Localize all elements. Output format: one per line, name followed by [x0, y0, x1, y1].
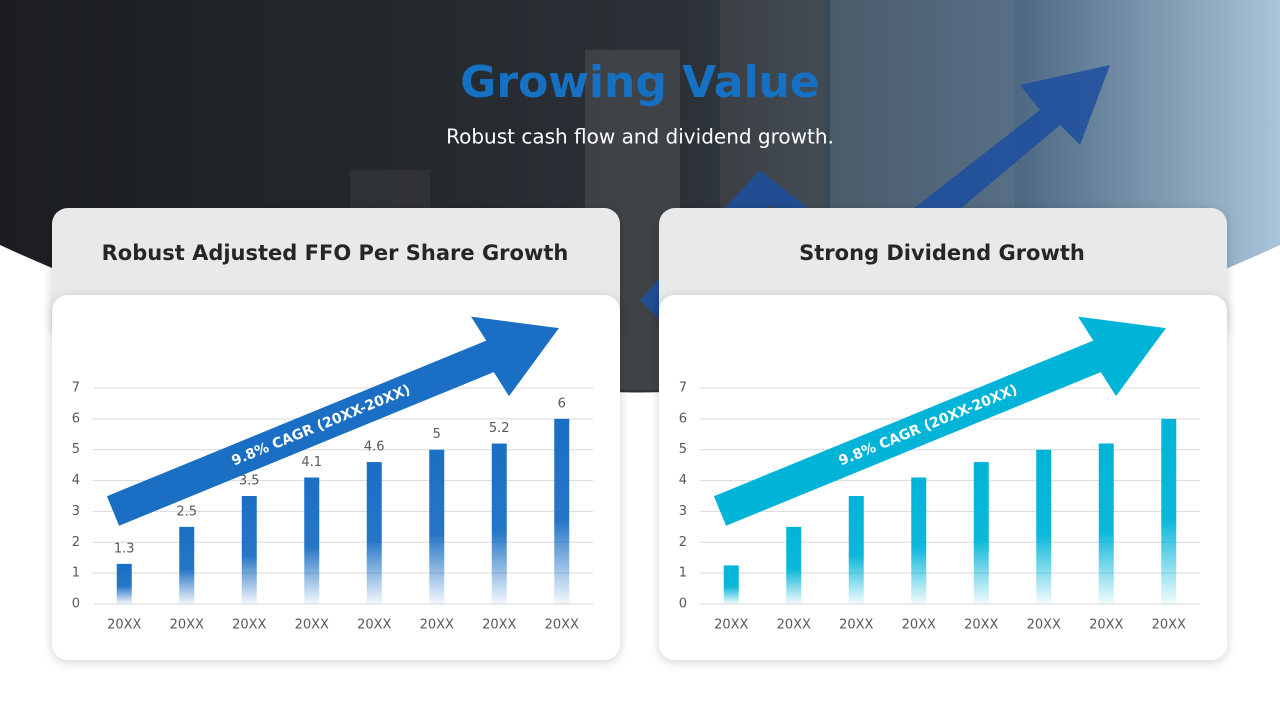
value-label: 6: [558, 396, 566, 411]
x-tick-label: 20XX: [714, 618, 748, 633]
y-tick-label: 0: [72, 597, 80, 612]
chart-panel: Strong Dividend Growth 0 1 2 3 4 5 6 7 20XX 20XX 20…: [659, 208, 1227, 660]
bar: [1161, 418, 1177, 604]
arrow-shape: [713, 316, 1166, 526]
x-tick-label: 20XX: [482, 618, 516, 633]
value-label: 1.3: [114, 541, 135, 556]
y-tick-label: 6: [679, 411, 687, 426]
value-label: 4.6: [364, 440, 385, 455]
slide-title: Growing Value: [460, 57, 820, 108]
bar: [911, 477, 927, 604]
y-tick-label: 7: [679, 381, 687, 396]
bar: [723, 565, 739, 604]
x-tick-label: 20XX: [964, 618, 998, 633]
x-tick-label: 20XX: [545, 618, 579, 633]
x-tick-label: 20XX: [1089, 618, 1123, 633]
bar: [304, 477, 320, 604]
x-tick-label: 20XX: [295, 618, 329, 633]
y-tick-label: 6: [72, 411, 80, 426]
value-label: 5: [433, 427, 441, 442]
x-tick-label: 20XX: [232, 618, 266, 633]
x-tick-label: 20XX: [1152, 618, 1186, 633]
value-label: 5.2: [489, 421, 510, 436]
value-label: 3.5: [239, 474, 260, 489]
bar: [848, 496, 864, 604]
value-label: 4.1: [301, 455, 322, 470]
bar: [116, 563, 132, 604]
x-tick-label: 20XX: [357, 618, 391, 633]
x-tick-label: 20XX: [107, 618, 141, 633]
bar: [786, 526, 802, 604]
x-tick-label: 20XX: [902, 618, 936, 633]
chart-panel: Robust Adjusted FFO Per Share Growth 0 1 2 3…: [52, 208, 620, 660]
bar: [366, 462, 382, 604]
x-tick-label: 20XX: [420, 618, 454, 633]
chart-title: Strong Dividend Growth: [799, 241, 1085, 265]
chart-title: Robust Adjusted FFO Per Share Growth: [102, 241, 569, 265]
y-tick-label: 2: [72, 535, 80, 550]
bar: [241, 496, 257, 604]
y-tick-label: 2: [679, 535, 687, 550]
bar: [973, 462, 989, 604]
x-tick-label: 20XX: [170, 618, 204, 633]
bar: [1036, 449, 1052, 604]
y-tick-label: 1: [72, 566, 80, 581]
x-tick-label: 20XX: [777, 618, 811, 633]
bar: [554, 418, 570, 604]
y-tick-label: 7: [72, 381, 80, 396]
x-tick-label: 20XX: [839, 618, 873, 633]
y-tick-label: 5: [72, 442, 80, 457]
y-tick-label: 3: [679, 504, 687, 519]
bar: [179, 526, 195, 604]
bar: [429, 449, 445, 604]
bar: [491, 443, 507, 604]
y-tick-label: 1: [679, 566, 687, 581]
y-tick-label: 4: [679, 473, 687, 488]
bar: [1098, 443, 1114, 604]
y-tick-label: 5: [679, 442, 687, 457]
x-tick-label: 20XX: [1027, 618, 1061, 633]
y-tick-label: 0: [679, 597, 687, 612]
arrow-shape: [106, 316, 559, 526]
slide-subtitle: Robust cash flow and dividend growth.: [446, 125, 834, 149]
y-tick-label: 3: [72, 504, 80, 519]
y-tick-label: 4: [72, 473, 80, 488]
value-label: 2.5: [176, 504, 197, 519]
